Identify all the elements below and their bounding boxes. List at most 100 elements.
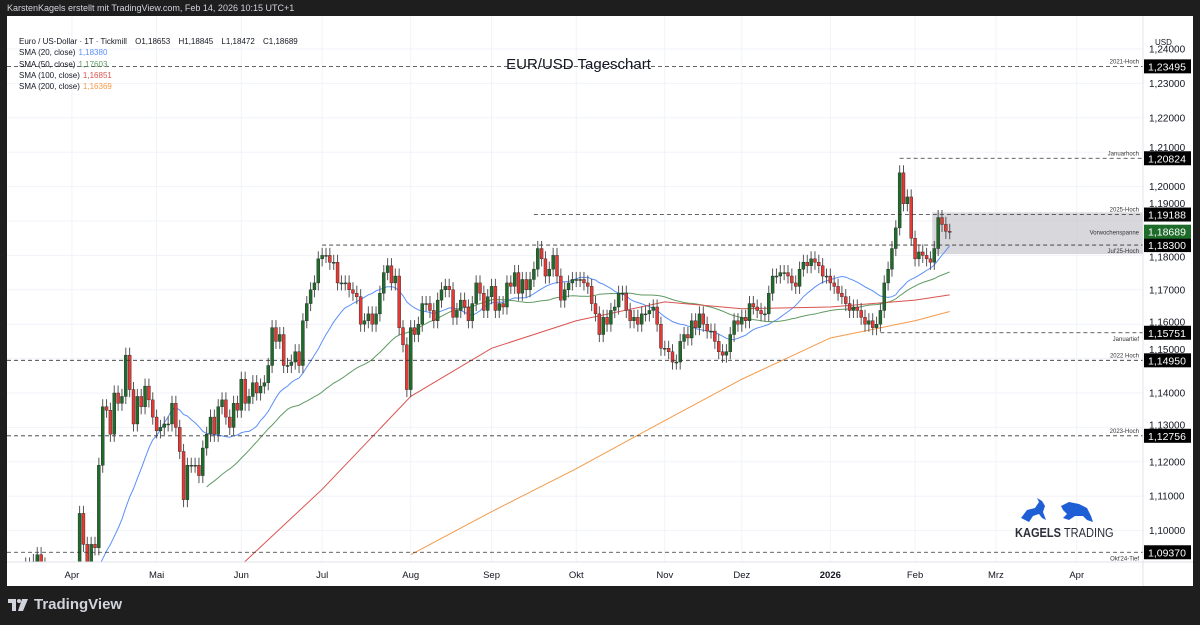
- candle: [609, 302, 613, 332]
- candle: [647, 302, 652, 322]
- candle-body-down: [154, 416, 159, 432]
- candle-body-up: [470, 303, 474, 321]
- candle-body-up: [382, 272, 386, 294]
- candle: [882, 275, 886, 319]
- candle-body-up: [778, 272, 782, 277]
- price-axis[interactable]: [1143, 16, 1193, 586]
- candle: [393, 268, 397, 291]
- candle-body-up: [17, 582, 20, 585]
- candle-body-down: [847, 303, 852, 311]
- y-tick-label: 1,13000: [1149, 420, 1186, 431]
- sma-legend-item[interactable]: SMA (20, close) 1,18380: [19, 47, 298, 58]
- candle: [805, 254, 809, 274]
- candle-body-down: [944, 224, 948, 232]
- symbol-legend[interactable]: Euro / US-Dollar · 1T · Tickmill O1,1865…: [19, 36, 298, 47]
- candle: [794, 275, 798, 294]
- candle-body-up: [339, 282, 344, 285]
- candle-body-down: [586, 282, 590, 287]
- candle-body-up: [293, 351, 297, 363]
- chart-panel[interactable]: Vorwochenspanne 2021-Hoch Januarhoch 2025-H…: [7, 16, 1193, 586]
- candle-body-up: [443, 286, 448, 290]
- candle: [127, 347, 132, 398]
- candle-body-down: [828, 275, 833, 284]
- candle-body-down: [593, 303, 598, 315]
- candle: [378, 285, 382, 322]
- sma-legend-item[interactable]: SMA (100, close) 1,16851: [19, 70, 298, 81]
- x-tick-label: Jun: [234, 570, 249, 581]
- candle-body-up: [616, 293, 621, 308]
- candle-body-down: [351, 289, 355, 294]
- candle: [25, 557, 27, 562]
- candle-body-up: [728, 334, 732, 352]
- candle: [717, 333, 721, 360]
- range-box-label: Vorwochenspanne: [1090, 230, 1140, 236]
- candle: [166, 416, 170, 432]
- candle: [720, 344, 725, 363]
- candle: [509, 275, 513, 294]
- x-tick-label: Sep: [483, 570, 500, 581]
- candle: [254, 375, 259, 401]
- candle-body-up: [362, 320, 367, 325]
- candle: [474, 275, 478, 312]
- candle: [382, 265, 386, 301]
- candle-body-up: [640, 313, 644, 325]
- sma-200-line: [410, 311, 950, 556]
- candle: [713, 323, 717, 349]
- candle-body-up: [374, 313, 378, 325]
- tradingview-footer[interactable]: TradingView: [8, 596, 122, 613]
- candle-body-up: [112, 392, 116, 435]
- candle: [524, 271, 528, 298]
- candle: [528, 271, 532, 298]
- close-value: C1,18689: [263, 37, 298, 46]
- candle-body-down: [543, 258, 548, 277]
- candle-body-down: [43, 565, 46, 579]
- candle: [944, 216, 948, 239]
- candle: [147, 378, 151, 408]
- candle: [651, 299, 655, 319]
- level-note: Jul'25-Hoch: [1108, 249, 1140, 255]
- candle: [693, 313, 698, 336]
- candle: [728, 326, 732, 360]
- level-price-badge-text: 1,23495: [1148, 61, 1186, 73]
- candle-body-up: [505, 282, 509, 308]
- candle: [851, 299, 856, 319]
- candle-body-down: [139, 396, 143, 407]
- candle: [832, 275, 836, 294]
- x-tick-label: Nov: [656, 570, 673, 581]
- candle-body-down: [928, 258, 933, 263]
- candle-body-down: [628, 310, 632, 321]
- candle: [559, 268, 563, 308]
- candle: [81, 505, 86, 552]
- price-unit[interactable]: USD: [1155, 38, 1172, 47]
- candle-body-down: [174, 403, 178, 428]
- level-price-badge-text: 1,20824: [1148, 153, 1186, 165]
- candle: [601, 309, 605, 343]
- candlestick-chart[interactable]: Vorwochenspanne 2021-Hoch Januarhoch 2025-H…: [7, 16, 1193, 586]
- candle: [655, 299, 659, 332]
- candle: [828, 268, 833, 291]
- candle: [466, 299, 471, 329]
- last-price-badge: [1144, 224, 1191, 239]
- candle-body-up: [170, 403, 174, 425]
- candle: [262, 375, 267, 394]
- candle-body-down: [790, 275, 794, 284]
- candle-body-down: [820, 265, 825, 277]
- sma-legend-item[interactable]: SMA (200, close) 1,16369: [19, 81, 298, 92]
- candle-body-up: [416, 324, 421, 335]
- candle: [351, 282, 355, 301]
- candle-body-up: [732, 320, 736, 335]
- candle: [686, 326, 690, 346]
- y-tick-label: 1,18000: [1149, 253, 1186, 264]
- y-tick-label: 1,11000: [1149, 492, 1185, 503]
- candle-body-down: [328, 255, 332, 263]
- candle: [239, 371, 244, 418]
- y-tick-label: 1,10000: [1149, 526, 1186, 537]
- time-axis[interactable]: [7, 562, 1193, 586]
- candle-body-up: [35, 554, 39, 562]
- candle-body-up: [643, 313, 648, 316]
- x-tick-label: Mai: [149, 570, 164, 581]
- candle-body-up: [763, 313, 767, 316]
- candle-body-down: [462, 299, 467, 308]
- candle: [301, 313, 305, 374]
- sma-legend-item[interactable]: SMA (50, close) 1,17603: [19, 59, 298, 70]
